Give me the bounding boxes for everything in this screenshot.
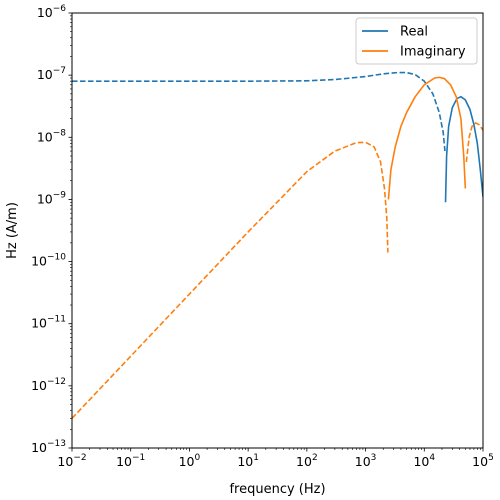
y-tick-label: 10−6: [37, 4, 66, 20]
series-imaginary-solid-line: [387, 76, 467, 200]
legend: Real Imaginary: [355, 17, 478, 65]
x-tick-label: 104: [413, 453, 435, 469]
series-imaginary-dashed-line: [72, 141, 389, 419]
x-tick-label: 101: [237, 453, 259, 469]
x-tick-label: 105: [472, 453, 494, 469]
x-tick-label: 103: [355, 453, 377, 469]
x-tick-label: 102: [296, 453, 318, 469]
legend-imaginary-label: Imaginary: [400, 45, 466, 60]
x-tick-label: 100: [179, 453, 201, 469]
y-tick-label: 10−11: [31, 315, 66, 331]
y-tick-label: 10−13: [31, 439, 66, 455]
series-real-solid-line: [444, 95, 483, 203]
y-tick-label: 10−10: [31, 253, 66, 269]
x-axis-label: frequency (Hz): [229, 482, 325, 497]
x-axis: 10−2 10−1 100 101 102 103 104 105: [57, 448, 494, 469]
legend-box: [355, 17, 478, 65]
series-layer: [72, 71, 483, 419]
y-axis: 10−13 10−12 10−11 10−10 10−9 10−8 10−7 10−6: [31, 4, 72, 455]
y-tick-label: 10−8: [37, 128, 66, 144]
y-tick-label: 10−12: [31, 377, 66, 393]
series-imaginary-dashed-line: [465, 122, 483, 163]
series-real-dashed-line: [72, 71, 446, 152]
y-tick-label: 10−7: [37, 66, 66, 82]
plot-frame: [71, 12, 484, 449]
legend-real-label: Real: [400, 25, 428, 40]
x-tick-label: 10−1: [116, 453, 145, 469]
y-tick-label: 10−9: [37, 190, 66, 206]
x-tick-label: 10−2: [57, 453, 86, 469]
y-axis-label: Hz (A/m): [5, 202, 20, 259]
